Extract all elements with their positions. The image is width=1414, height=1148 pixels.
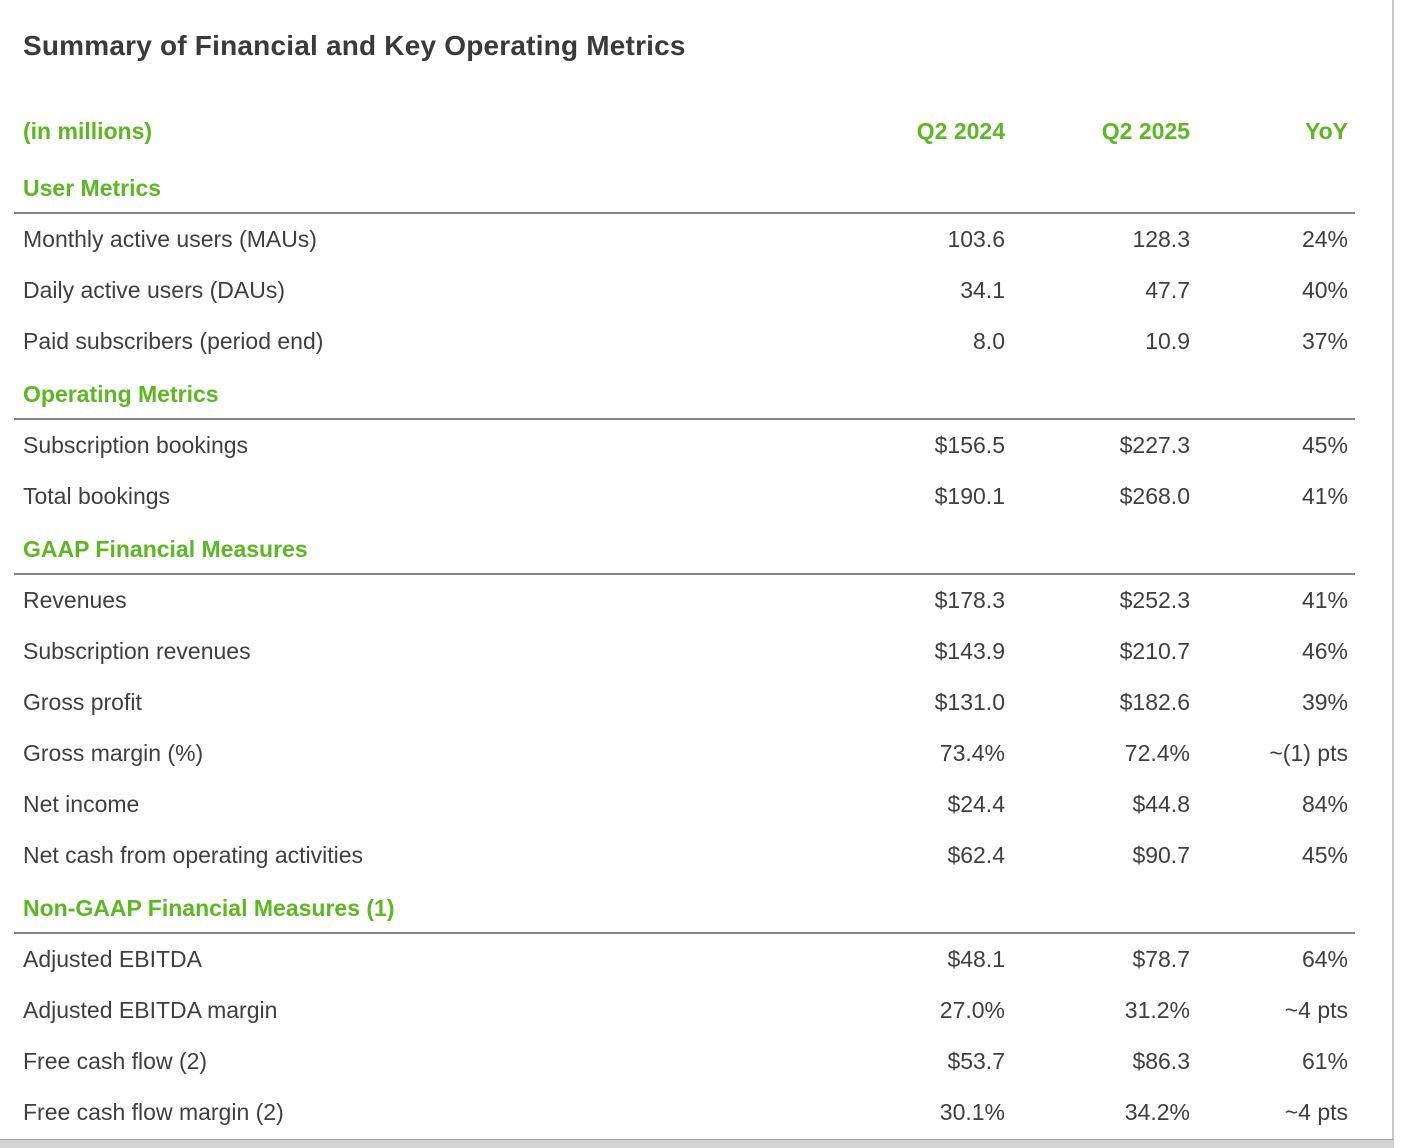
section-divider bbox=[14, 573, 1355, 575]
value-yoy: 46% bbox=[1301, 638, 1348, 664]
value-q2-2024: $53.7 bbox=[947, 1048, 1005, 1074]
section-header-gaap-measures: GAAP Financial Measures bbox=[23, 536, 308, 562]
page-right-edge bbox=[1392, 0, 1394, 1148]
value-yoy: 37% bbox=[1301, 328, 1348, 354]
value-q2-2024: 34.1 bbox=[960, 277, 1005, 303]
value-q2-2024: 103.6 bbox=[947, 226, 1005, 252]
row-subscription-revenues: Subscription revenues $143.9 $210.7 46% bbox=[23, 626, 1348, 677]
row-revenues: Revenues $178.3 $252.3 41% bbox=[23, 575, 1348, 626]
row-label: Monthly active users (MAUs) bbox=[23, 226, 317, 252]
value-q2-2024: $48.1 bbox=[947, 946, 1005, 972]
row-label: Net income bbox=[23, 791, 140, 817]
row-subscription-bookings: Subscription bookings $156.5 $227.3 45% bbox=[23, 420, 1348, 471]
row-label: Subscription bookings bbox=[23, 432, 249, 458]
value-yoy: 39% bbox=[1301, 689, 1348, 715]
value-q2-2025: 34.2% bbox=[1124, 1099, 1190, 1125]
section-divider bbox=[14, 212, 1355, 214]
row-label: Daily active users (DAUs) bbox=[23, 277, 285, 303]
value-q2-2024: $24.4 bbox=[947, 791, 1005, 817]
value-yoy: 84% bbox=[1301, 791, 1348, 817]
value-q2-2025: 72.4% bbox=[1124, 740, 1190, 766]
value-yoy: ~4 pts bbox=[1284, 997, 1348, 1023]
value-yoy: 41% bbox=[1301, 483, 1348, 509]
value-yoy: 61% bbox=[1301, 1048, 1348, 1074]
value-yoy: 45% bbox=[1301, 432, 1348, 458]
row-gross-margin: Gross margin (%) 73.4% 72.4% ~(1) pts bbox=[23, 728, 1348, 779]
value-q2-2025: $86.3 bbox=[1132, 1048, 1190, 1074]
value-yoy: ~(1) pts bbox=[1269, 740, 1348, 766]
row-paid-subscribers: Paid subscribers (period end) 8.0 10.9 3… bbox=[23, 316, 1348, 367]
value-yoy: 24% bbox=[1301, 226, 1348, 252]
value-yoy: 45% bbox=[1301, 842, 1348, 868]
row-net-income: Net income $24.4 $44.8 84% bbox=[23, 779, 1348, 830]
row-free-cash-flow: Free cash flow (2) $53.7 $86.3 61% bbox=[23, 1036, 1348, 1087]
value-yoy: 41% bbox=[1301, 587, 1348, 613]
value-q2-2025: $90.7 bbox=[1132, 842, 1190, 868]
value-yoy: 40% bbox=[1301, 277, 1348, 303]
row-label: Adjusted EBITDA bbox=[23, 946, 202, 972]
value-q2-2025: $252.3 bbox=[1119, 587, 1190, 613]
value-q2-2025: $44.8 bbox=[1132, 791, 1190, 817]
row-label: Gross profit bbox=[23, 689, 142, 715]
column-header-q2-2025: Q2 2025 bbox=[1101, 118, 1190, 144]
page-bottom-edge bbox=[0, 1139, 1393, 1148]
section-header-operating-metrics: Operating Metrics bbox=[23, 381, 219, 407]
column-header-q2-2024: Q2 2024 bbox=[916, 118, 1005, 144]
row-net-cash-operating: Net cash from operating activities $62.4… bbox=[23, 830, 1348, 881]
value-q2-2024: $178.3 bbox=[934, 587, 1005, 613]
value-q2-2024: $156.5 bbox=[934, 432, 1005, 458]
value-q2-2025: $78.7 bbox=[1132, 946, 1190, 972]
section-header-non-gaap-measures: Non-GAAP Financial Measures (1) bbox=[23, 895, 395, 921]
value-q2-2025: 128.3 bbox=[1132, 226, 1190, 252]
row-label: Subscription revenues bbox=[23, 638, 251, 664]
row-label: Gross margin (%) bbox=[23, 740, 204, 766]
unit-label: (in millions) bbox=[23, 118, 153, 144]
row-daily-active-users: Daily active users (DAUs) 34.1 47.7 40% bbox=[23, 265, 1348, 316]
value-q2-2024: 73.4% bbox=[939, 740, 1005, 766]
row-label: Net cash from operating activities bbox=[23, 842, 364, 868]
value-q2-2025: $182.6 bbox=[1119, 689, 1190, 715]
value-q2-2024: 27.0% bbox=[939, 997, 1005, 1023]
value-q2-2025: $268.0 bbox=[1119, 483, 1190, 509]
value-q2-2025: 31.2% bbox=[1124, 997, 1190, 1023]
row-adjusted-ebitda-margin: Adjusted EBITDA margin 27.0% 31.2% ~4 pt… bbox=[23, 985, 1348, 1036]
financial-summary-page: Summary of Financial and Key Operating M… bbox=[14, 0, 1355, 1138]
value-q2-2024: $131.0 bbox=[934, 689, 1005, 715]
value-yoy: 64% bbox=[1301, 946, 1348, 972]
value-q2-2024: $143.9 bbox=[934, 638, 1005, 664]
table-header-row: (in millions) Q2 2024 Q2 2025 YoY bbox=[23, 118, 1348, 161]
row-label: Adjusted EBITDA margin bbox=[23, 997, 278, 1023]
page-title: Summary of Financial and Key Operating M… bbox=[23, 30, 686, 61]
value-q2-2024: 30.1% bbox=[939, 1099, 1005, 1125]
value-q2-2025: $227.3 bbox=[1119, 432, 1190, 458]
metrics-table: (in millions) Q2 2024 Q2 2025 YoY User M… bbox=[14, 118, 1355, 1138]
value-q2-2025: 10.9 bbox=[1145, 328, 1190, 354]
row-label: Total bookings bbox=[23, 483, 171, 509]
value-q2-2024: $190.1 bbox=[934, 483, 1005, 509]
row-label: Free cash flow margin (2) bbox=[23, 1099, 284, 1125]
value-q2-2025: $210.7 bbox=[1119, 638, 1190, 664]
row-free-cash-flow-margin: Free cash flow margin (2) 30.1% 34.2% ~4… bbox=[23, 1087, 1348, 1138]
row-label: Revenues bbox=[23, 587, 127, 613]
section-header-user-metrics: User Metrics bbox=[23, 175, 162, 201]
section-divider bbox=[14, 932, 1355, 934]
row-label: Free cash flow (2) bbox=[23, 1048, 208, 1074]
row-label: Paid subscribers (period end) bbox=[23, 328, 324, 354]
row-total-bookings: Total bookings $190.1 $268.0 41% bbox=[23, 471, 1348, 522]
value-yoy: ~4 pts bbox=[1284, 1099, 1348, 1125]
value-q2-2024: 8.0 bbox=[973, 328, 1005, 354]
value-q2-2024: $62.4 bbox=[947, 842, 1005, 868]
row-adjusted-ebitda: Adjusted EBITDA $48.1 $78.7 64% bbox=[23, 934, 1348, 985]
column-header-yoy: YoY bbox=[1304, 118, 1348, 144]
value-q2-2025: 47.7 bbox=[1145, 277, 1190, 303]
row-monthly-active-users: Monthly active users (MAUs) 103.6 128.3 … bbox=[23, 214, 1348, 265]
section-divider bbox=[14, 418, 1355, 420]
row-gross-profit: Gross profit $131.0 $182.6 39% bbox=[23, 677, 1348, 728]
